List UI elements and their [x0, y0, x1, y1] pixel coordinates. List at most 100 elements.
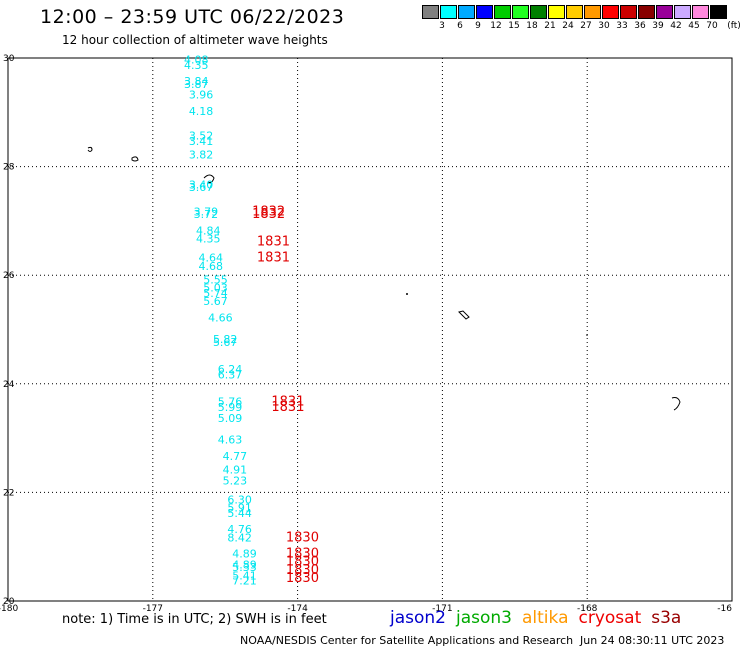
- longitude-label: -168: [577, 604, 598, 614]
- longitude-label: -16: [717, 604, 732, 614]
- wave-height-label: 4.64: [198, 252, 223, 265]
- color-scale-label: 24: [562, 21, 574, 31]
- wave-height-label: 6.37: [218, 368, 243, 381]
- wave-height-label: 4.63: [218, 434, 243, 447]
- wave-height-label: 5.03: [203, 281, 228, 294]
- wave-height-label: 4.35: [184, 59, 209, 72]
- color-scale-swatch: [494, 5, 511, 19]
- color-scale-swatch: [476, 5, 493, 19]
- footer-note: note: 1) Time is in UTC; 2) SWH is in fe…: [62, 612, 327, 627]
- satellite-name: altika: [522, 608, 569, 628]
- time-label: 1830: [286, 547, 319, 562]
- time-label: 1831: [271, 400, 304, 415]
- wave-height-label: 3.82: [189, 148, 214, 161]
- color-scale-swatch: [440, 5, 457, 19]
- longitude-label: -180: [0, 604, 18, 614]
- wave-height-label: 5.09: [218, 412, 243, 425]
- time-label: 1831: [271, 395, 304, 410]
- island-shape: [131, 156, 139, 162]
- color-scale-swatch: [566, 5, 583, 19]
- color-scale-swatch: [638, 5, 655, 19]
- color-scale-swatch: [674, 5, 691, 19]
- color-scale-label: 15: [508, 21, 520, 31]
- wave-height-label: 5.74: [203, 287, 228, 300]
- wave-height-label: 3.67: [189, 181, 214, 194]
- satellite-name: jason2: [390, 608, 446, 628]
- color-scale-swatch: [458, 5, 475, 19]
- color-scale-swatch: [602, 5, 619, 19]
- wave-height-label: 4.08: [184, 53, 209, 66]
- wave-height-label: 3.72: [194, 208, 219, 221]
- island-outlines: [87, 146, 681, 411]
- color-scale-swatch: [530, 5, 547, 19]
- time-label: 1831: [257, 251, 290, 266]
- wave-height-label: 3.41: [189, 135, 214, 148]
- time-label: 1830: [286, 563, 319, 578]
- wave-height-label: 5.41: [232, 569, 257, 582]
- wave-height-label: 4.18: [189, 105, 214, 118]
- wave-height-label: 3.79: [194, 205, 219, 218]
- color-scale-labels: 3 6 9 12 15 18 21 24 27 30 33 36 39 42 45 70 (ft): [422, 19, 740, 31]
- wave-height-label: 4.35: [196, 233, 221, 246]
- color-scale-unit: (ft): [727, 21, 740, 31]
- color-scale-swatch: [710, 5, 727, 19]
- satellite-legend: jason2 jason3 altika cryosat s3a: [390, 608, 691, 628]
- chart-subtitle: 12 hour collection of altimeter wave hei…: [62, 33, 328, 47]
- wave-height-label: 6.30: [227, 493, 252, 506]
- color-scale-label: 30: [598, 21, 610, 31]
- satellite-name: s3a: [651, 608, 682, 628]
- time-label: 1832: [252, 204, 285, 219]
- wave-height-label: 5.67: [213, 336, 238, 349]
- wave-height-label: 5.76: [218, 396, 243, 409]
- color-scale-label: 3: [439, 21, 445, 31]
- wave-height-label: 5.67: [203, 295, 228, 308]
- color-scale-label: 27: [580, 21, 592, 31]
- island-shape: [458, 310, 470, 320]
- wave-height-label: 6.24: [218, 363, 243, 376]
- color-scale-label: 18: [526, 21, 538, 31]
- latitude-label: 30: [3, 54, 15, 64]
- wave-height-label: 4.76: [227, 523, 252, 536]
- satellite-name: jason3: [456, 608, 512, 628]
- longitude-label: -177: [143, 604, 163, 614]
- color-scale-swatch: [548, 5, 565, 19]
- wave-height-label: 5.23: [223, 474, 248, 487]
- wave-height-label: 4.89: [232, 548, 257, 561]
- wave-height-label: 3.40: [189, 178, 214, 191]
- color-scale-label: 45: [688, 21, 700, 31]
- wave-height-label: 5.91: [227, 501, 252, 514]
- island-shape: [203, 174, 215, 183]
- color-scale-label: 36: [634, 21, 646, 31]
- color-scale-label: 33: [616, 21, 628, 31]
- time-label: 1830: [286, 530, 319, 545]
- latitude-label: 22: [3, 488, 14, 498]
- wave-height-label: 3.96: [189, 89, 214, 102]
- wave-height-label: 5.33: [232, 561, 257, 574]
- island-shape: [671, 397, 681, 411]
- time-label: 1830: [286, 571, 319, 586]
- map-frame: [7, 57, 733, 602]
- color-scale-swatch: [584, 5, 601, 19]
- color-scale-label: 21: [544, 21, 556, 31]
- color-scale-swatch: [692, 5, 709, 19]
- latitude-label: 24: [3, 380, 15, 390]
- color-scale-swatch: [656, 5, 673, 19]
- wave-height-label: 4.66: [208, 311, 233, 324]
- color-scale-label: 9: [475, 21, 481, 31]
- color-scale-swatch: [422, 5, 439, 19]
- island-shape: [586, 334, 588, 336]
- wave-height-labels: 4.084.353.843.873.964.183.523.413.823.40…: [184, 53, 257, 587]
- wave-height-label: 4.89: [232, 558, 257, 571]
- island-shape: [406, 293, 408, 295]
- wave-height-label: 5.55: [203, 273, 228, 286]
- wave-height-label: 3.84: [184, 75, 209, 88]
- color-scale-label: 70: [706, 21, 718, 31]
- latitude-label: 28: [3, 163, 15, 173]
- wave-height-label: 7.21: [232, 575, 257, 588]
- axis-labels: -180 -177 -174 -171 -168 -16 30 28 26 24 22 20: [0, 54, 732, 614]
- wave-height-label: 5.44: [227, 507, 252, 520]
- wave-height-label: 4.68: [198, 260, 223, 273]
- color-scale-label: 39: [652, 21, 664, 31]
- chart-title: 12:00 – 23:59 UTC 06/22/2023: [40, 6, 345, 28]
